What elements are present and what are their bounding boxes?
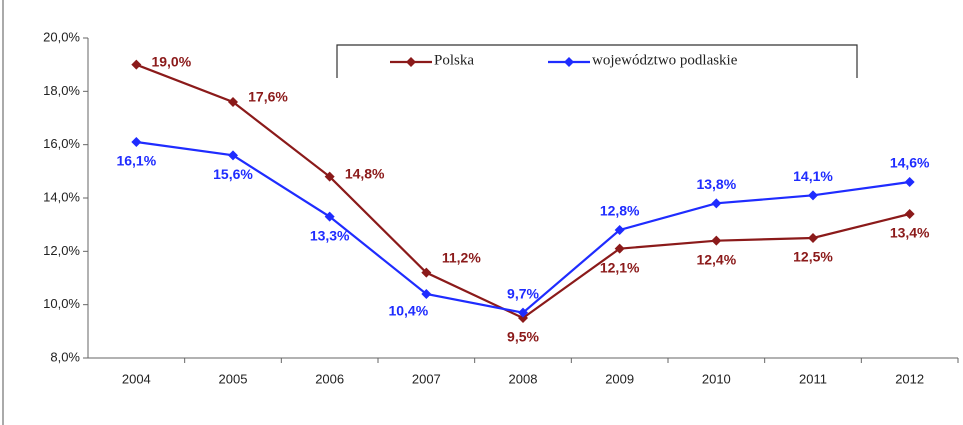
data-label: 10,4% [388, 303, 428, 319]
y-tick-label: 14,0% [43, 189, 80, 204]
point-marker [131, 137, 142, 147]
x-tick-label: 2008 [509, 371, 538, 386]
x-tick-label: 2007 [412, 371, 441, 386]
data-label: 16,1% [116, 153, 156, 169]
data-label: 17,6% [248, 89, 288, 105]
point-marker [808, 190, 818, 201]
data-label: 12,8% [600, 203, 640, 219]
legend-label: Polska [434, 52, 474, 68]
point-marker [518, 307, 528, 318]
point-marker [711, 235, 722, 246]
data-label: 9,5% [507, 329, 539, 345]
point-marker [421, 267, 432, 278]
point-marker [904, 177, 915, 187]
data-label: 14,6% [890, 155, 930, 171]
data-label: 19,0% [151, 53, 191, 69]
point-marker [904, 209, 915, 219]
legend-label: województwo podlaskie [592, 52, 738, 68]
y-tick-label: 20,0% [43, 29, 80, 44]
data-label: 13,4% [890, 225, 930, 241]
point-marker [711, 198, 722, 209]
data-label: 12,5% [793, 249, 833, 265]
x-tick-label: 2009 [605, 371, 634, 386]
legend-marker [406, 57, 416, 67]
point-marker [228, 150, 238, 161]
data-label: 13,3% [310, 227, 350, 243]
y-tick-label: 18,0% [43, 83, 80, 98]
data-label: 14,8% [345, 165, 385, 181]
legend-marker [564, 57, 574, 67]
point-marker [614, 225, 625, 235]
x-tick-label: 2006 [315, 371, 344, 386]
x-tick-label: 2005 [219, 371, 248, 386]
data-label: 12,4% [696, 251, 736, 267]
point-marker [228, 97, 238, 107]
x-tick-label: 2004 [122, 371, 151, 386]
point-marker [131, 59, 142, 70]
legend-frame [336, 44, 858, 78]
x-tick-label: 2010 [702, 371, 731, 386]
y-tick-label: 16,0% [43, 136, 80, 151]
point-marker [614, 243, 625, 254]
y-tick-label: 12,0% [43, 243, 80, 258]
data-label: 9,7% [507, 285, 539, 301]
y-tick-label: 8,0% [50, 349, 80, 364]
x-tick-label: 2012 [895, 371, 924, 386]
y-tick-label: 10,0% [43, 296, 80, 311]
point-marker [421, 289, 432, 299]
data-label: 14,1% [793, 168, 833, 184]
point-marker [324, 211, 335, 222]
data-label: 15,6% [213, 166, 253, 182]
x-tick-label: 2011 [799, 371, 827, 386]
data-label: 13,8% [696, 176, 736, 192]
point-marker [324, 171, 335, 182]
data-label: 12,1% [600, 259, 640, 275]
data-label: 11,2% [442, 249, 481, 265]
point-marker [808, 233, 818, 243]
point-marker [518, 313, 528, 323]
